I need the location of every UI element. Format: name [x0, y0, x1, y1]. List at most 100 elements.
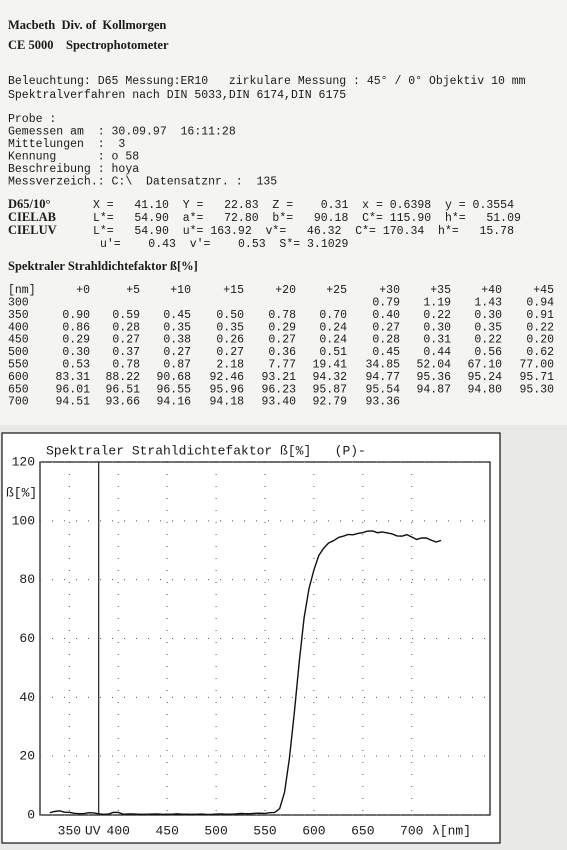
table-cell: 34.85 — [365, 359, 400, 372]
table-cell: 0.30 — [474, 309, 502, 322]
table-cell: 450 — [8, 334, 29, 347]
colorimetry-values: L*= 54.90 a*= 72.80 b*= 90.18 C*= 115.90… — [93, 212, 521, 225]
table-cell: 0.40 — [372, 309, 400, 322]
table-cell: 0.20 — [526, 334, 554, 347]
chart-frame — [1, 432, 501, 844]
table-header: +30 — [379, 284, 400, 297]
table-cell: 0.27 — [112, 334, 140, 347]
table-cell: 0.78 — [268, 309, 296, 322]
x-tick-label: UV — [85, 823, 101, 838]
table-cell: 94.32 — [312, 371, 347, 384]
x-tick-label: 500 — [204, 823, 227, 838]
table-cell: 0.45 — [163, 309, 191, 322]
sample-line: Beschreibung : hoya — [8, 163, 139, 176]
table-cell: 0.24 — [319, 321, 347, 334]
table-cell: 96.23 — [261, 383, 296, 396]
table-cell: 0.90 — [62, 309, 90, 322]
table-header: +15 — [223, 284, 244, 297]
table-cell: 0.24 — [319, 334, 347, 347]
settings-line: Beleuchtung: D65 Messung:ER10 zirkulare … — [8, 75, 526, 88]
table-cell: 0.94 — [526, 297, 554, 310]
sample-line: Kennung : o 58 — [8, 151, 139, 164]
table-cell: 67.10 — [467, 359, 502, 372]
table-cell: 0.70 — [319, 309, 347, 322]
table-header: +10 — [170, 284, 191, 297]
table-cell: 95.71 — [519, 371, 554, 384]
table-cell: 0.36 — [268, 346, 296, 359]
x-tick-label: 700 — [400, 823, 423, 838]
table-cell: 0.45 — [372, 346, 400, 359]
y-tick-label: 100 — [12, 513, 35, 528]
table-cell: 94.18 — [209, 396, 244, 409]
table-cell: 52.04 — [416, 359, 451, 372]
sample-line: Messverzeich.: C:\ Datensatznr. : 135 — [8, 176, 277, 189]
instrument: CE 5000 Spectrophotometer — [8, 38, 169, 52]
table-cell: 93.21 — [261, 371, 296, 384]
table-cell: 93.36 — [365, 396, 400, 409]
chart-title: Spektraler Strahldichtefaktor ß[%] (P)- — [46, 443, 366, 458]
x-tick-label: 600 — [302, 823, 325, 838]
table-cell: 0.37 — [112, 346, 140, 359]
table-cell: 95.96 — [209, 383, 244, 396]
y-tick-label: 0 — [27, 807, 35, 822]
table-cell: 0.27 — [163, 346, 191, 359]
table-cell: 0.22 — [526, 321, 554, 334]
y-tick-label: 120 — [12, 454, 35, 469]
table-header: [nm] — [8, 284, 36, 297]
table-cell: 650 — [8, 383, 29, 396]
table-cell: 95.30 — [519, 383, 554, 396]
table-cell: 0.28 — [112, 321, 140, 334]
table-cell: 350 — [8, 309, 29, 322]
table-cell: 700 — [8, 396, 29, 409]
table-header: +5 — [126, 284, 140, 297]
y-tick-label: 80 — [19, 572, 35, 587]
table-cell: 0.22 — [474, 334, 502, 347]
x-tick-label: 400 — [107, 823, 130, 838]
table-cell: 94.16 — [156, 396, 191, 409]
table-cell: 83.31 — [55, 371, 90, 384]
table-title: Spektraler Strahldichtefaktor ß[%] — [8, 259, 198, 273]
table-cell: 19.41 — [312, 359, 347, 372]
table-cell: 1.43 — [474, 297, 502, 310]
table-header: +45 — [533, 284, 554, 297]
table-cell: 0.35 — [474, 321, 502, 334]
table-cell: 95.54 — [365, 383, 400, 396]
table-cell: 90.68 — [156, 371, 191, 384]
table-cell: 0.86 — [62, 321, 90, 334]
data-line — [49, 530, 442, 816]
table-cell: 2.18 — [216, 359, 244, 372]
x-axis-label: λ[nm] — [432, 823, 471, 838]
table-cell: 0.35 — [163, 321, 191, 334]
table-cell: 95.87 — [312, 383, 347, 396]
table-cell: 0.56 — [474, 346, 502, 359]
table-cell: 0.22 — [423, 309, 451, 322]
table-header: +35 — [430, 284, 451, 297]
settings-line: Spektralverfahren nach DIN 5033,DIN 6174… — [8, 89, 346, 102]
table-cell: 0.30 — [62, 346, 90, 359]
table-cell: 92.79 — [312, 396, 347, 409]
table-cell: 94.77 — [365, 371, 400, 384]
table-cell: 400 — [8, 321, 29, 334]
table-cell: 0.27 — [268, 334, 296, 347]
table-cell: 600 — [8, 371, 29, 384]
table-cell: 0.27 — [216, 346, 244, 359]
table-cell: 1.19 — [423, 297, 451, 310]
table-cell: 93.66 — [105, 396, 140, 409]
colorimetry-values: L*= 54.90 u*= 163.92 v*= 46.32 C*= 170.3… — [93, 225, 514, 238]
paper — [0, 0, 567, 425]
colorimetry-label: CIELAB — [8, 210, 56, 224]
table-cell: 0.29 — [268, 321, 296, 334]
x-tick-label: 350 — [58, 823, 81, 838]
y-tick-label: 60 — [19, 631, 35, 646]
sample-line: Gemessen am : 30.09.97 16:11:28 — [8, 126, 236, 139]
table-cell: 0.29 — [62, 334, 90, 347]
table-cell: 77.00 — [519, 359, 554, 372]
table-cell: 0.53 — [62, 359, 90, 372]
table-cell: 0.31 — [423, 334, 451, 347]
table-cell: 0.26 — [216, 334, 244, 347]
x-tick-label: 650 — [351, 823, 374, 838]
table-cell: 94.87 — [416, 383, 451, 396]
table-cell: 94.80 — [467, 383, 502, 396]
